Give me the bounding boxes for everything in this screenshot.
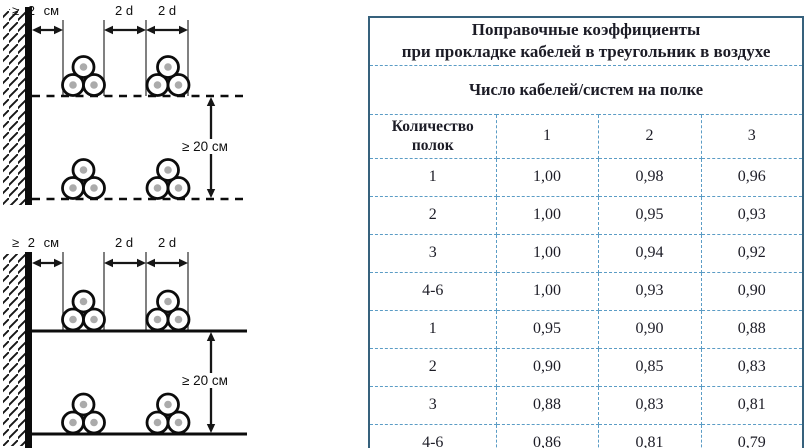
dim-arrow-2d — [104, 258, 146, 268]
wall-gap-label: ≥ 2 см — [12, 235, 60, 250]
cell-shelf-count: 3 — [368, 385, 497, 425]
cell-shelf-count: 3 — [368, 233, 497, 273]
table-row: 1 1,00 0,98 0,96 — [368, 157, 804, 197]
column-header: Количество полок — [368, 113, 497, 159]
dim-arrow-2cm — [32, 25, 63, 35]
column-header: 3 — [700, 113, 804, 159]
table-row: 4-6 0,86 0,81 0,79 — [368, 423, 804, 448]
shelf-gap-label: ≥ 20 см — [179, 373, 231, 388]
cell-shelf-count: 2 — [368, 195, 497, 235]
cell-coefficient: 1,00 — [495, 195, 599, 235]
cell-coefficient: 0,94 — [597, 233, 702, 273]
dim-arrow-2d — [104, 25, 146, 35]
cable-triad — [145, 158, 191, 200]
cell-coefficient: 0,83 — [597, 385, 702, 425]
table-subtitle: Число кабелей/систем на полке — [368, 64, 804, 115]
coefficients-table: Поправочные коэффициенты при прокладке к… — [368, 16, 805, 448]
cell-coefficient: 0,95 — [597, 195, 702, 235]
cell-coefficient: 0,85 — [597, 347, 702, 387]
table-row: 3 0,88 0,83 0,81 — [368, 385, 804, 425]
cell-shelf-count: 1 — [368, 157, 497, 197]
dim-arrow-2d — [146, 25, 188, 35]
wall — [25, 7, 32, 205]
wall-hatching — [3, 254, 25, 446]
cell-shelf-count: 4-6 — [368, 423, 497, 448]
table-row: 4-6 1,00 0,93 0,90 — [368, 271, 804, 311]
table-row: 3 1,00 0,94 0,92 — [368, 233, 804, 273]
spacing-label: 2 d — [158, 3, 177, 18]
cell-coefficient: 0,93 — [700, 195, 804, 235]
spacing-label: 2 d — [115, 3, 134, 18]
cell-coefficient: 0,81 — [597, 423, 702, 448]
spacing-label: 2 d — [115, 235, 134, 250]
cable-triad — [145, 289, 191, 332]
cable-triad — [61, 158, 106, 200]
cell-coefficient: 0,90 — [700, 271, 804, 311]
cell-coefficient: 0,98 — [597, 157, 702, 197]
cable-triad — [61, 392, 106, 435]
cell-coefficient: 0,79 — [700, 423, 804, 448]
table-title: Поправочные коэффициенты при прокладке к… — [368, 16, 804, 66]
table-row: 2 1,00 0,95 0,93 — [368, 195, 804, 235]
cell-coefficient: 1,00 — [495, 233, 599, 273]
cell-coefficient: 0,88 — [495, 385, 599, 425]
diagram-shelves-dashed — [3, 7, 247, 205]
table-title-line1: Поправочные коэффициенты — [471, 20, 701, 39]
column-header: 2 — [597, 113, 702, 159]
table-title-line2: при прокладке кабелей в треугольник в во… — [401, 42, 771, 62]
wall-hatching — [3, 9, 25, 205]
wall — [25, 252, 32, 448]
wall-gap-label: ≥ 2 см — [12, 3, 60, 18]
cable-triad — [61, 289, 106, 332]
cell-coefficient: 0,96 — [700, 157, 804, 197]
cell-coefficient: 0,90 — [597, 309, 702, 349]
column-header: 1 — [495, 113, 599, 159]
cell-coefficient: 1,00 — [495, 271, 599, 311]
table-subtitle-row: Число кабелей/систем на полке — [368, 64, 804, 115]
shelf-gap-label: ≥ 20 см — [179, 139, 231, 154]
cell-coefficient: 0,92 — [700, 233, 804, 273]
cell-shelf-count: 1 — [368, 309, 497, 349]
cell-coefficient: 0,88 — [700, 309, 804, 349]
cell-coefficient: 0,95 — [495, 309, 599, 349]
table-title-row: Поправочные коэффициенты при прокладке к… — [368, 16, 804, 66]
table-row: 1 0,95 0,90 0,88 — [368, 309, 804, 349]
cell-shelf-count: 2 — [368, 347, 497, 387]
cable-layout-diagram — [3, 7, 247, 448]
dim-arrow-2d — [146, 258, 188, 268]
table-header-row: Количество полок 1 2 3 — [368, 113, 804, 159]
cell-coefficient: 0,86 — [495, 423, 599, 448]
cable-triad — [61, 55, 106, 97]
cell-coefficient: 0,93 — [597, 271, 702, 311]
spacing-label: 2 d — [158, 235, 177, 250]
cell-shelf-count: 4-6 — [368, 271, 497, 311]
diagram-shelves-solid — [3, 252, 247, 448]
dim-arrow-2cm — [32, 258, 63, 268]
cell-coefficient: 0,90 — [495, 347, 599, 387]
cable-triad — [145, 392, 191, 435]
cell-coefficient: 1,00 — [495, 157, 599, 197]
cell-coefficient: 0,83 — [700, 347, 804, 387]
table-row: 2 0,90 0,85 0,83 — [368, 347, 804, 387]
cell-coefficient: 0,81 — [700, 385, 804, 425]
cable-triad — [145, 55, 191, 97]
